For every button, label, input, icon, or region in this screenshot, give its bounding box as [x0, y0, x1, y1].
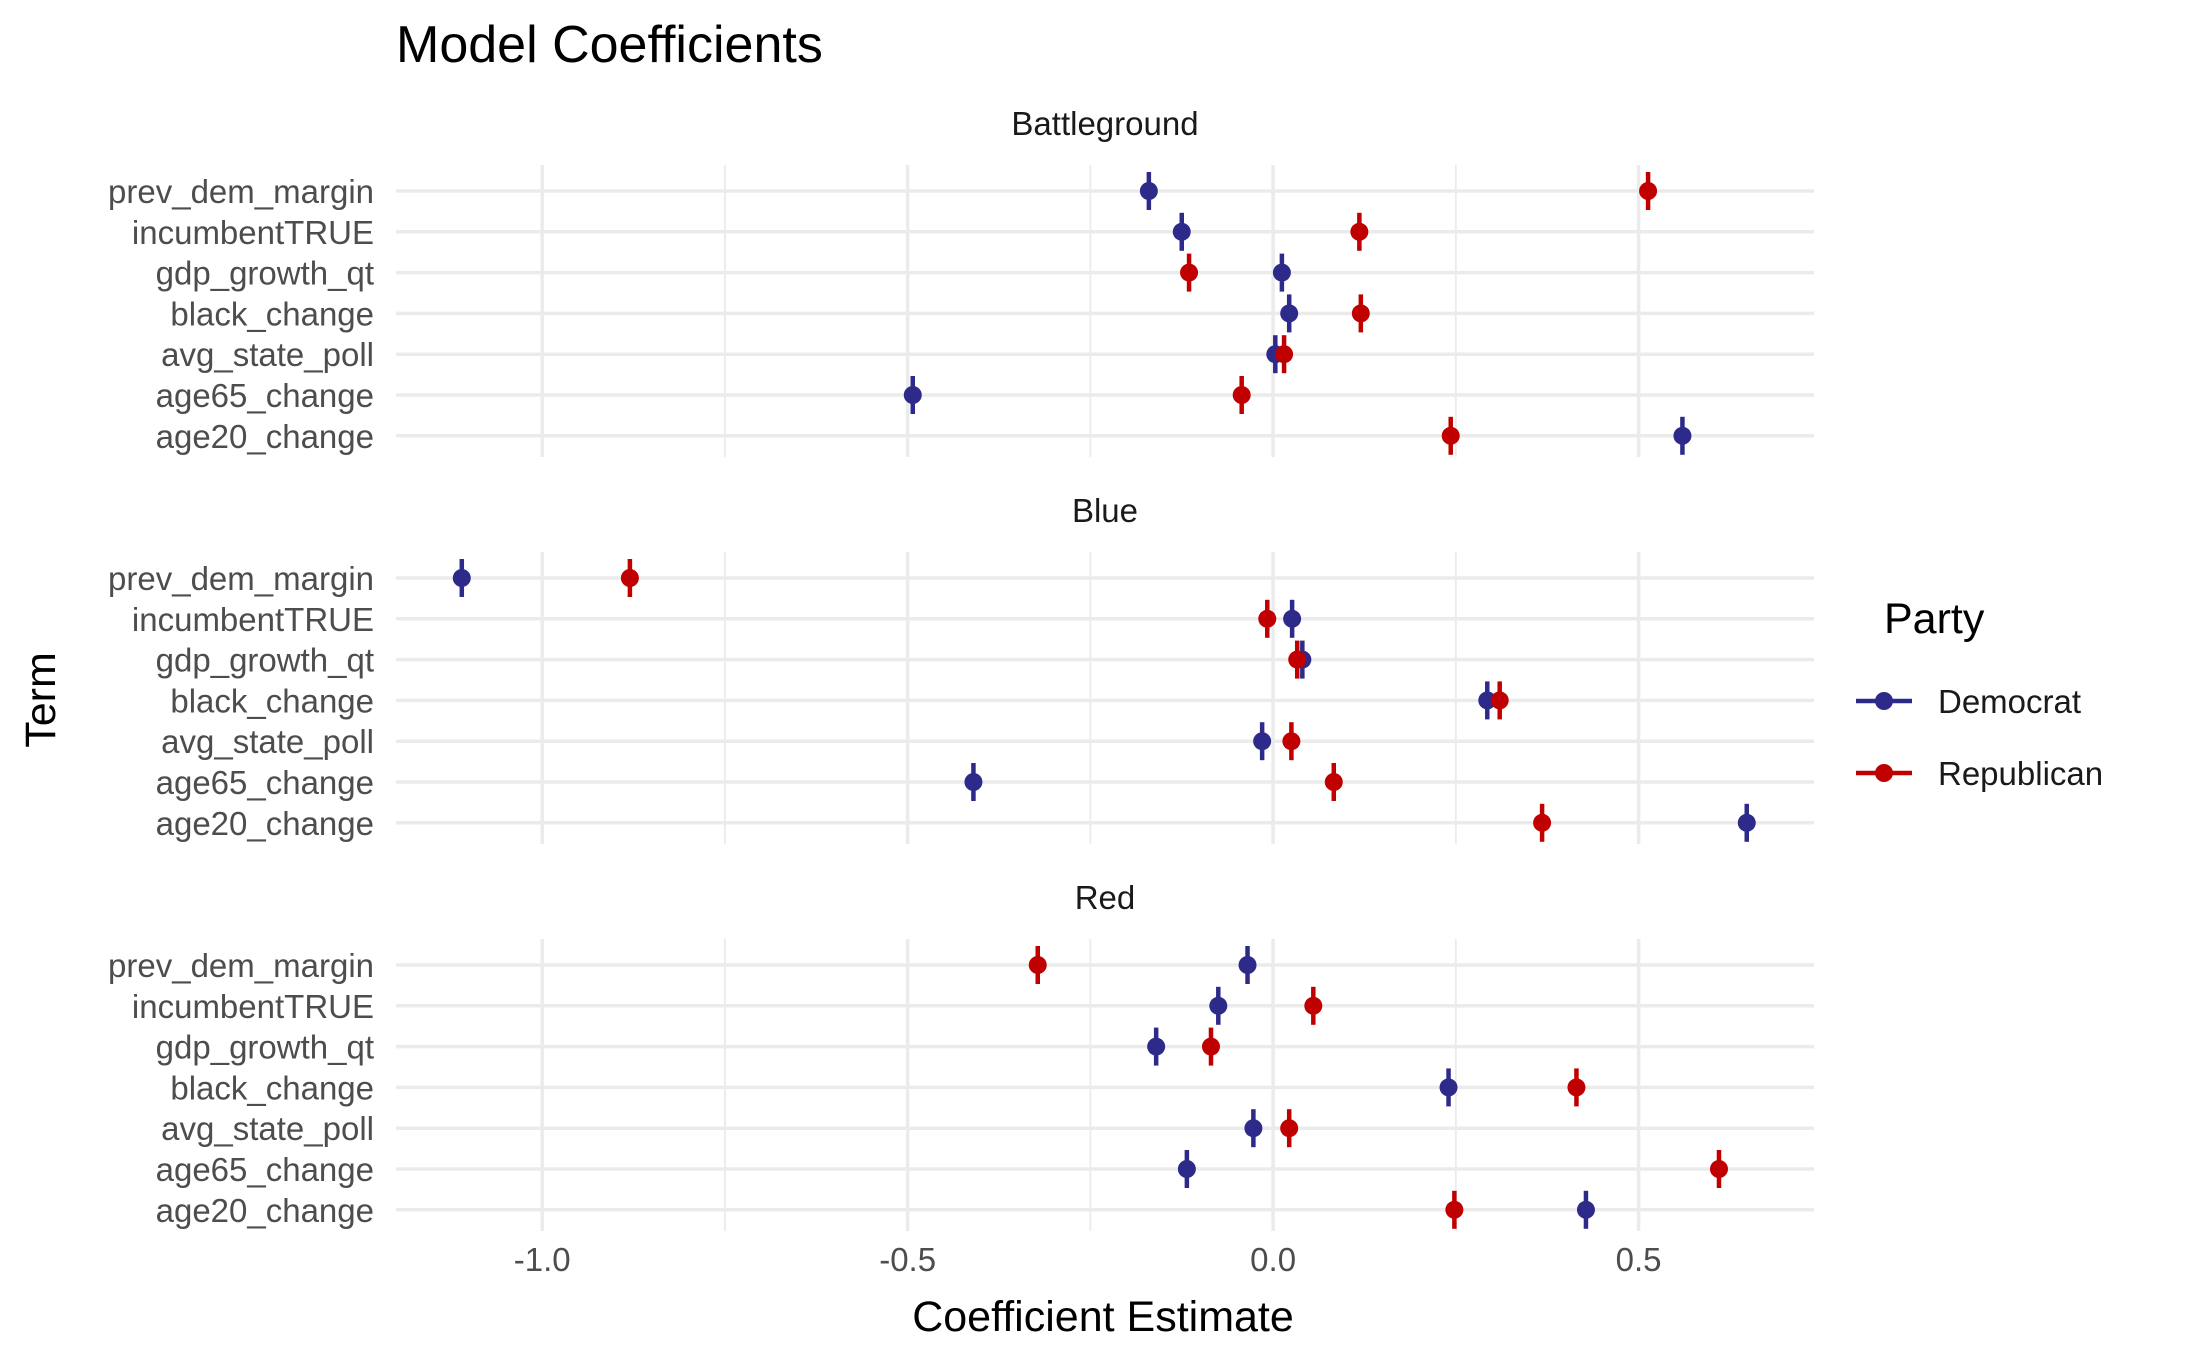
point-democrat	[964, 773, 983, 791]
y-tick-label: gdp_growth_qt	[156, 1029, 374, 1066]
panel-red: Red prev_dem_margin incumbentTRUE gdp_growt…	[108, 879, 1814, 1231]
y-tick-label: black_change	[170, 1069, 374, 1106]
legend-point	[1875, 692, 1893, 710]
legend-label: Republican	[1938, 755, 2103, 792]
y-tick-label: age65_change	[156, 377, 374, 414]
point-democrat	[1177, 1160, 1196, 1178]
legend-point	[1875, 764, 1893, 782]
point-republican	[1490, 691, 1509, 710]
point-republican	[1304, 996, 1323, 1015]
point-democrat	[1139, 182, 1158, 200]
point-democrat	[1576, 1200, 1595, 1219]
point-democrat	[1439, 1078, 1458, 1097]
point-republican	[1282, 732, 1301, 751]
point-republican	[1201, 1037, 1220, 1056]
point-republican	[1324, 773, 1343, 791]
point-republican	[1232, 386, 1251, 404]
point-democrat	[1283, 609, 1302, 628]
y-tick-label: gdp_growth_qt	[156, 642, 374, 679]
y-tick-label: prev_dem_margin	[108, 560, 374, 597]
x-tick-label: -1.0	[514, 1241, 571, 1278]
point-democrat	[1238, 956, 1257, 974]
y-tick-label: gdp_growth_qt	[156, 255, 374, 292]
y-tick-label: age65_change	[156, 764, 374, 801]
y-tick-label: incumbentTRUE	[132, 601, 374, 638]
legend-key-republican: Republican	[1856, 755, 2103, 792]
y-tick-label: black_change	[170, 682, 374, 719]
y-tick-label: avg_state_poll	[161, 1110, 374, 1147]
chart-title: Model Coefficients	[396, 16, 823, 74]
y-tick-label: avg_state_poll	[161, 723, 374, 760]
point-democrat	[1172, 222, 1191, 241]
y-tick-label: prev_dem_margin	[108, 947, 374, 984]
point-republican	[1280, 1119, 1299, 1138]
panel-strip-label: Blue	[1072, 492, 1138, 529]
x-axis-title: Coefficient Estimate	[912, 1293, 1294, 1341]
panel-strip-label: Battleground	[1011, 105, 1198, 142]
point-republican	[1288, 650, 1307, 669]
x-tick-label: 0.5	[1616, 1241, 1662, 1278]
point-republican	[1028, 956, 1047, 974]
y-tick-label: age20_change	[156, 1192, 374, 1229]
legend: Party Democrat Republican	[1856, 595, 2103, 792]
point-democrat	[1272, 263, 1291, 282]
y-tick-label: avg_state_poll	[161, 336, 374, 373]
x-tick-label: -0.5	[879, 1241, 936, 1278]
point-democrat	[903, 386, 922, 404]
point-republican	[1709, 1160, 1728, 1178]
point-democrat	[1209, 996, 1228, 1015]
point-democrat	[1280, 304, 1299, 323]
point-republican	[1639, 182, 1658, 200]
point-republican	[1441, 426, 1460, 445]
point-republican	[1445, 1200, 1464, 1219]
panel-strip-label: Red	[1075, 879, 1136, 916]
point-republican	[1533, 813, 1552, 832]
point-republican	[1350, 222, 1369, 241]
point-republican	[1180, 263, 1199, 282]
point-democrat	[1478, 691, 1497, 710]
legend-key-democrat: Democrat	[1856, 683, 2081, 720]
point-republican	[1275, 345, 1294, 364]
panel-blue: Blue prev_dem_margin incumbentTRUE gdp_grow…	[108, 492, 1814, 844]
point-republican	[1258, 609, 1277, 628]
y-tick-label: age20_change	[156, 805, 374, 842]
point-democrat	[1244, 1119, 1263, 1138]
y-axis-title: Term	[17, 652, 65, 748]
legend-label: Democrat	[1938, 683, 2081, 720]
point-democrat	[1737, 813, 1756, 832]
y-tick-label: black_change	[170, 295, 374, 332]
panel-battleground: Battleground prev_dem_margin incumbentTRUE…	[108, 105, 1814, 457]
point-republican	[1567, 1078, 1586, 1097]
point-democrat	[1147, 1037, 1166, 1056]
point-democrat	[452, 569, 471, 587]
y-tick-label: incumbentTRUE	[132, 214, 374, 251]
y-tick-label: age20_change	[156, 418, 374, 455]
x-tick-label: 0.0	[1250, 1241, 1296, 1278]
point-republican	[1351, 304, 1370, 323]
point-democrat	[1673, 426, 1692, 445]
point-republican	[620, 569, 639, 587]
point-democrat	[1253, 732, 1272, 751]
legend-title: Party	[1884, 595, 1985, 643]
y-tick-label: prev_dem_margin	[108, 173, 374, 210]
y-tick-label: incumbentTRUE	[132, 988, 374, 1025]
y-tick-label: age65_change	[156, 1151, 374, 1188]
